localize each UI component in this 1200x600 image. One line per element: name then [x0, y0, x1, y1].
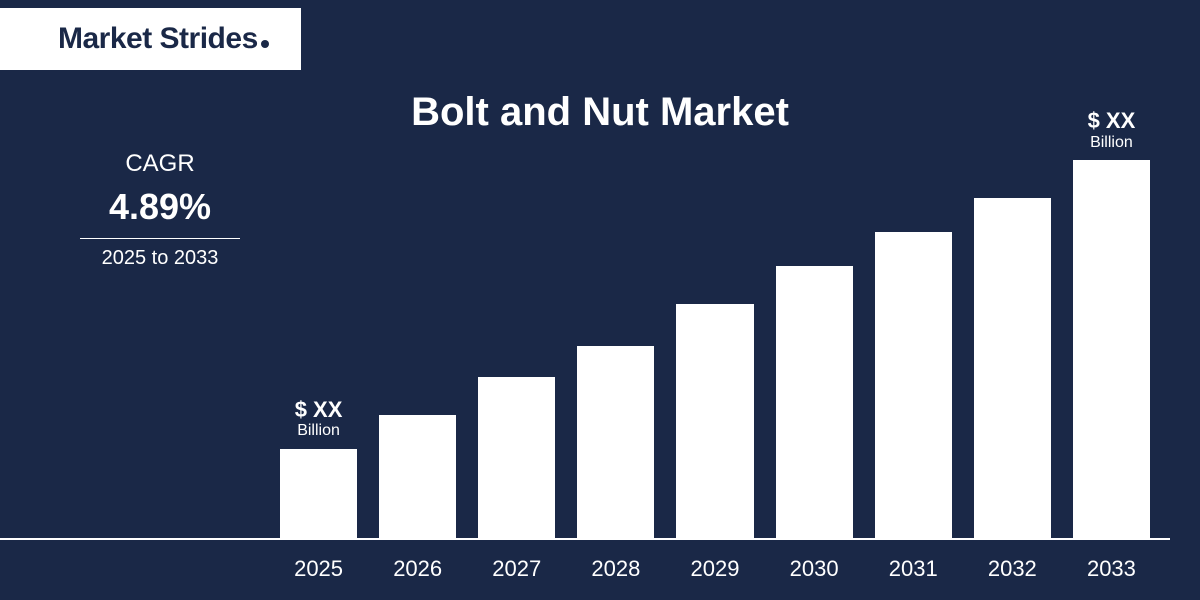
bar-column	[776, 140, 853, 540]
bar	[577, 346, 654, 540]
bar-column: $ XXBillion	[280, 140, 357, 540]
chart-area: $ XXBillion$ XXBillion	[0, 140, 1170, 540]
bar	[280, 449, 357, 540]
bar-column	[577, 140, 654, 540]
bar	[974, 198, 1051, 540]
x-axis-label: 2031	[875, 556, 952, 582]
x-axis-label: 2028	[577, 556, 654, 582]
bar-annotation: $ XXBillion	[1061, 108, 1161, 152]
x-axis-label: 2029	[676, 556, 753, 582]
annotation-unit: Billion	[269, 422, 369, 440]
logo-dot-icon	[261, 40, 269, 48]
x-axis-label: 2032	[974, 556, 1051, 582]
x-axis-label: 2030	[776, 556, 853, 582]
bar-column	[974, 140, 1051, 540]
annotation-unit: Billion	[1061, 134, 1161, 152]
bar-column	[478, 140, 555, 540]
bar-column	[875, 140, 952, 540]
bar-column	[676, 140, 753, 540]
x-axis-labels: 2025 2026 2027 2028 2029 2030 2031 2032 2033	[280, 556, 1150, 582]
bar-column	[379, 140, 456, 540]
chart-title: Bolt and Nut Market	[411, 90, 789, 135]
logo-box: Market Strides	[0, 8, 301, 70]
bars-container: $ XXBillion $ XXBillion	[280, 140, 1150, 540]
bar	[379, 415, 456, 540]
bar-annotation: $ XXBillion	[269, 397, 369, 441]
annotation-value: $ XX	[269, 397, 369, 422]
bar-column: $ XXBillion	[1073, 140, 1150, 540]
x-axis-label: 2025	[280, 556, 357, 582]
x-axis-label: 2033	[1073, 556, 1150, 582]
bar	[875, 232, 952, 540]
bar	[478, 377, 555, 540]
bar	[676, 304, 753, 540]
bar	[1073, 160, 1150, 540]
logo-text: Market Strides	[58, 22, 258, 56]
bar	[776, 266, 853, 540]
x-axis-label: 2026	[379, 556, 456, 582]
x-axis-label: 2027	[478, 556, 555, 582]
annotation-value: $ XX	[1061, 108, 1161, 133]
